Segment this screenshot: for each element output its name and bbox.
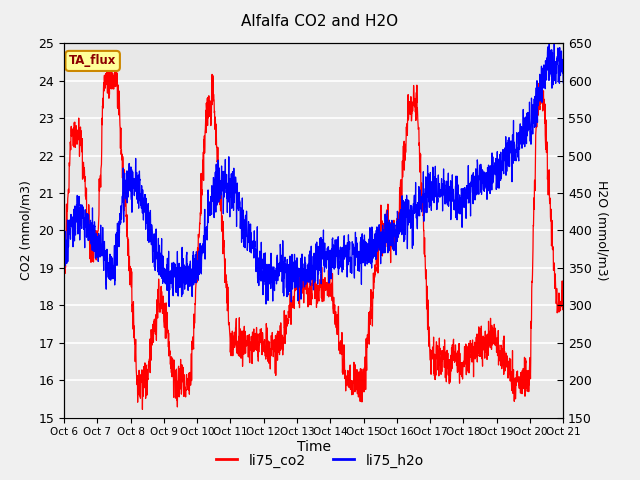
Text: TA_flux: TA_flux	[69, 54, 116, 67]
Text: Alfalfa CO2 and H2O: Alfalfa CO2 and H2O	[241, 14, 399, 29]
Legend: li75_co2, li75_h2o: li75_co2, li75_h2o	[211, 448, 429, 473]
Y-axis label: H2O (mmol/m3): H2O (mmol/m3)	[596, 180, 609, 281]
Y-axis label: CO2 (mmol/m3): CO2 (mmol/m3)	[20, 180, 33, 280]
X-axis label: Time: Time	[296, 440, 331, 454]
